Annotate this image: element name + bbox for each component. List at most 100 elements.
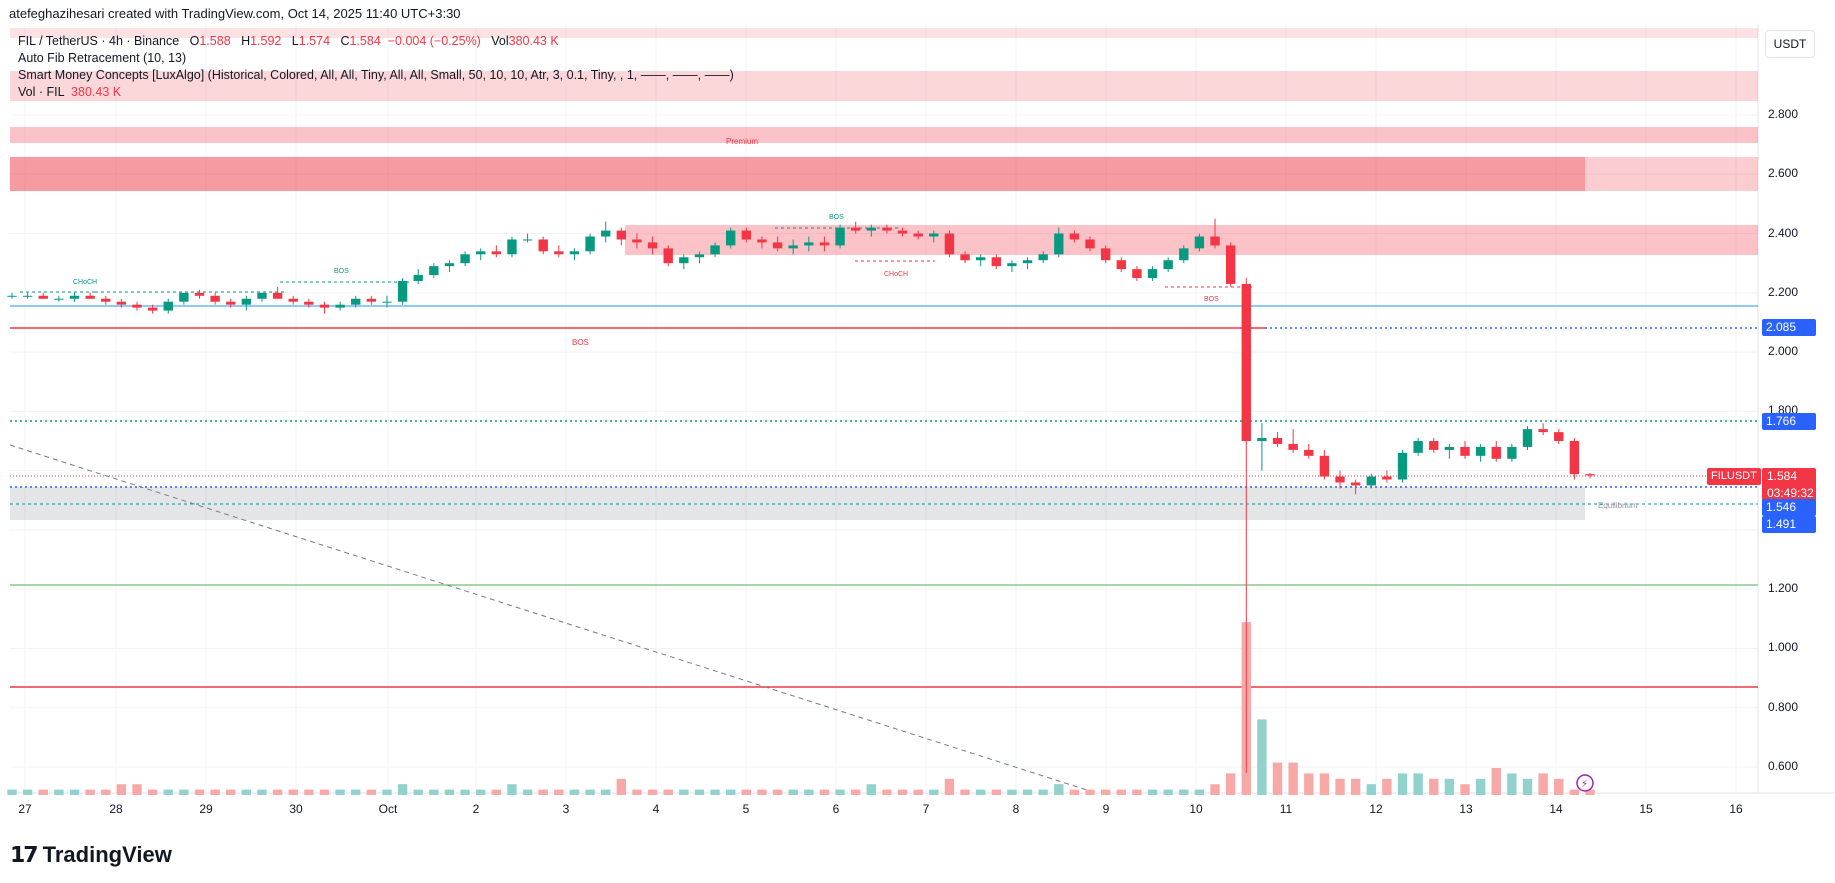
candle-body xyxy=(179,292,189,302)
premium-upper-zone xyxy=(10,71,1758,101)
candle-body xyxy=(1147,269,1158,278)
volume-label: Vol xyxy=(491,34,509,48)
candle-body xyxy=(601,230,611,237)
candle-body xyxy=(1538,429,1548,433)
candle-body xyxy=(897,230,908,234)
candle-body xyxy=(663,248,673,264)
candle-body xyxy=(554,251,564,255)
volume-bar xyxy=(1100,789,1111,795)
premium-band xyxy=(10,127,1758,143)
volume-indicator-value: 380.43 K xyxy=(71,85,122,99)
volume-bar xyxy=(54,789,64,795)
candle-body xyxy=(772,242,783,249)
volume-bar xyxy=(429,789,439,795)
volume-bar xyxy=(1366,784,1376,795)
currency-button[interactable]: USDT xyxy=(1765,30,1815,58)
bos-label: BOS xyxy=(572,338,589,347)
volume-bar xyxy=(460,789,470,795)
candle-body xyxy=(1554,432,1564,441)
last-price-label: 1.584 03:49:32 xyxy=(1762,468,1816,502)
last-price-value: 1.584 xyxy=(1767,469,1798,483)
candle-body xyxy=(616,230,627,240)
smc-indicator-legend[interactable]: Smart Money Concepts [LuxAlgo] (Historic… xyxy=(18,68,734,82)
candle-body xyxy=(960,254,970,261)
symbol-legend[interactable]: FIL / TetherUS · 4h · Binance O1.588 H1.… xyxy=(18,34,559,48)
candle-body xyxy=(804,242,814,246)
candle-body xyxy=(1194,236,1205,249)
candle-body xyxy=(69,295,80,299)
candle-body xyxy=(319,304,330,308)
price-tick: 2.400 xyxy=(1768,225,1799,240)
volume-bar xyxy=(694,789,705,795)
time-tick: 4 xyxy=(652,802,660,816)
candle-body xyxy=(304,301,314,305)
candle-body xyxy=(882,227,892,231)
volume-bar xyxy=(147,789,158,795)
price-tick: 1.000 xyxy=(1768,640,1799,655)
candle-body xyxy=(288,298,298,302)
candle-body xyxy=(1475,446,1486,456)
change-value: −0.004 (−0.25%) xyxy=(387,34,481,48)
volume-bar xyxy=(1132,789,1142,795)
tradingview-logo[interactable]: 𝟭𝟳 TradingView xyxy=(10,842,172,868)
volume-bar xyxy=(726,789,736,795)
volume-bar xyxy=(288,789,298,795)
candle-body xyxy=(522,239,533,241)
candle-body xyxy=(1319,455,1330,477)
volume-bar xyxy=(351,789,361,795)
candle-body xyxy=(1038,254,1048,261)
time-tick: 12 xyxy=(1369,802,1383,816)
volume-bar xyxy=(1085,789,1095,795)
close-value: 1.584 xyxy=(349,34,381,48)
volume-bar xyxy=(757,789,767,795)
volume-bar xyxy=(1038,789,1048,795)
volume-bar xyxy=(1054,784,1064,795)
candle-body xyxy=(1350,482,1361,486)
volume-bar xyxy=(397,784,408,795)
volume-indicator-legend[interactable]: Vol · FIL 380.43 K xyxy=(18,85,121,99)
volume-bar xyxy=(1022,789,1033,795)
volume-bar xyxy=(960,789,970,795)
volume-bar xyxy=(1179,789,1189,795)
volume-bar xyxy=(569,789,580,795)
volume-bar xyxy=(522,789,533,795)
candle-body xyxy=(632,239,642,243)
time-tick: 8 xyxy=(1012,802,1020,816)
candle-body xyxy=(397,280,408,302)
candle-body xyxy=(226,301,236,305)
candle-body xyxy=(1491,446,1501,459)
time-tick: 30 xyxy=(289,802,303,816)
candle-body xyxy=(1444,446,1455,450)
volume-bar xyxy=(1319,773,1330,795)
candle-body xyxy=(147,307,158,311)
candle-body xyxy=(491,251,502,255)
volume-bar xyxy=(585,789,595,795)
volume-bar xyxy=(304,789,314,795)
candle-body xyxy=(1163,260,1173,270)
volume-bar xyxy=(975,789,986,795)
volume-bar xyxy=(835,789,845,795)
fib-indicator-legend[interactable]: Auto Fib Retracement (10, 13) xyxy=(18,51,187,65)
price-tick: 2.800 xyxy=(1768,107,1799,121)
volume-bar xyxy=(116,784,127,795)
candle-body xyxy=(1116,260,1126,270)
supply-zone xyxy=(625,225,1758,255)
volume-bar xyxy=(257,789,267,795)
candle-body xyxy=(1132,269,1142,278)
candle-body xyxy=(1429,441,1439,450)
open-label: O xyxy=(189,34,200,48)
candle-body xyxy=(1225,245,1236,284)
time-tick: 13 xyxy=(1459,802,1473,816)
candle-body xyxy=(1397,452,1408,480)
candle-body xyxy=(835,227,845,246)
volume-bar xyxy=(1163,789,1173,795)
volume-bar xyxy=(366,789,377,795)
candle-body xyxy=(1257,438,1267,441)
volume-bar xyxy=(210,789,220,795)
candle-body xyxy=(788,245,798,249)
candle-body xyxy=(1585,474,1595,476)
candle-body xyxy=(1335,476,1345,483)
candle-body xyxy=(538,239,548,252)
trend-line xyxy=(9,444,1091,792)
